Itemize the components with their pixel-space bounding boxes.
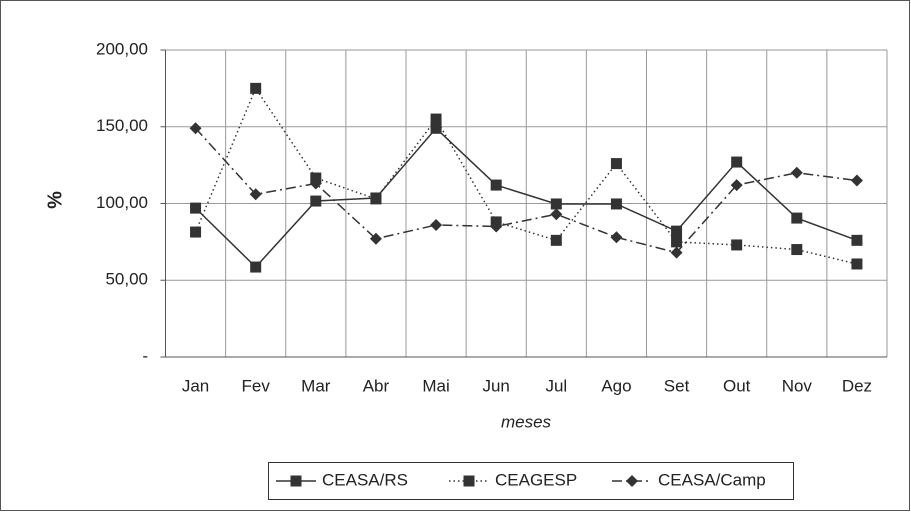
- data-point: [369, 232, 382, 245]
- legend-marker: [463, 475, 475, 487]
- data-point: [671, 225, 683, 237]
- y-tick-label: 200,00: [96, 39, 148, 58]
- data-point: [250, 82, 262, 94]
- x-tick-label: Ago: [601, 376, 631, 395]
- data-point: [850, 174, 863, 187]
- y-tick-label: 150,00: [96, 116, 148, 135]
- x-tick-label: Mai: [422, 376, 449, 395]
- data-point: [610, 198, 622, 210]
- y-tick-label: -: [142, 346, 148, 365]
- legend-box: [268, 462, 794, 500]
- data-point: [550, 198, 562, 210]
- legend-marker: [290, 475, 302, 487]
- x-tick-label: Nov: [782, 376, 813, 395]
- x-tick-label: Abr: [363, 376, 390, 395]
- legend-label: CEAGESP: [495, 470, 577, 489]
- x-tick-label: Set: [664, 376, 690, 395]
- data-point: [550, 208, 563, 221]
- data-point: [730, 179, 743, 192]
- x-tick-label: Jul: [545, 376, 567, 395]
- data-point: [791, 244, 803, 256]
- data-point: [189, 122, 202, 135]
- y-tick-label: 100,00: [96, 193, 148, 212]
- y-axis-label: %: [44, 191, 66, 209]
- x-tick-label: Fev: [242, 376, 271, 395]
- data-point: [490, 179, 502, 191]
- legend-marker: [626, 475, 638, 487]
- series-line: [195, 127, 858, 269]
- legend-label: CEASA/RS: [322, 470, 408, 489]
- data-point: [430, 122, 442, 134]
- x-tick-label: Jan: [182, 376, 209, 395]
- data-point: [190, 226, 202, 238]
- data-point: [610, 231, 623, 244]
- series-line: [195, 127, 858, 254]
- data-point: [851, 234, 863, 246]
- data-point: [731, 239, 743, 251]
- data-point: [490, 220, 503, 233]
- data-point: [430, 113, 442, 125]
- x-tick-label: Mar: [301, 376, 331, 395]
- data-point: [670, 246, 683, 259]
- y-tick-label: 50,00: [105, 270, 148, 289]
- data-point: [250, 261, 262, 273]
- data-point: [731, 156, 743, 168]
- data-point: [249, 188, 262, 201]
- data-point: [550, 234, 562, 246]
- x-tick-label: Out: [723, 376, 751, 395]
- data-point: [791, 212, 803, 224]
- x-tick-label: Dez: [842, 376, 872, 395]
- data-point: [309, 177, 322, 190]
- x-tick-label: Jun: [482, 376, 509, 395]
- data-point: [671, 236, 683, 248]
- x-axis-label: meses: [501, 412, 552, 431]
- data-point: [610, 158, 622, 170]
- data-point: [851, 258, 863, 270]
- data-point: [790, 166, 803, 179]
- data-point: [370, 193, 382, 205]
- data-point: [430, 218, 443, 231]
- data-point: [310, 195, 322, 207]
- data-point: [190, 202, 202, 214]
- legend-label: CEASA/Camp: [658, 470, 766, 489]
